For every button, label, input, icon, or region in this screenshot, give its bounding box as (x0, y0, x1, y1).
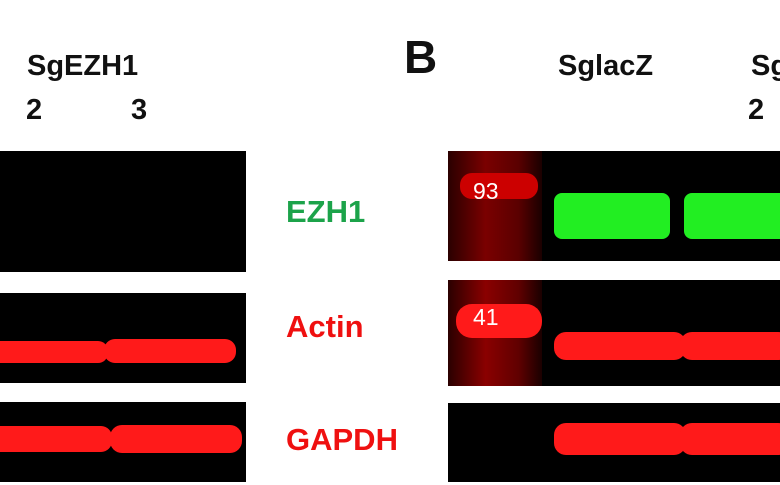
actin-band (104, 339, 236, 363)
panel-b-ezh1-blot: 93 (448, 151, 780, 261)
panel-a-lane-label: 3 (131, 94, 148, 126)
panel-a-lane-label: 2 (26, 94, 43, 126)
marker-weight-label: 93 (473, 178, 499, 204)
gapdh-band (0, 426, 112, 452)
ezh1-label: EZH1 (286, 194, 366, 229)
marker-lane (448, 151, 542, 261)
panel-b-group-label: Sg (751, 50, 780, 82)
panel-b-lane-label: 2 (748, 94, 765, 126)
panel-b-gapdh-blot (448, 403, 780, 482)
gapdh-band (110, 425, 242, 453)
panel-a-group-label: SgEZH1 (27, 50, 139, 82)
panel-a-gapdh-blot (0, 402, 246, 482)
ezh1-band (554, 193, 670, 239)
marker-weight-label: 41 (473, 304, 499, 330)
actin-label: Actin (286, 309, 364, 344)
gapdh-band (680, 423, 780, 455)
marker-band (456, 304, 542, 338)
actin-band (0, 341, 108, 363)
panel-b-letter: B (404, 31, 438, 83)
actin-band (554, 332, 686, 360)
marker-band (460, 173, 538, 199)
actin-band (680, 332, 780, 360)
panel-a-ezh1-blot (0, 151, 246, 272)
gapdh-band (554, 423, 686, 455)
panel-b-actin-blot: 41 (448, 280, 780, 386)
panel-b-group-label: SglacZ (558, 50, 654, 82)
gapdh-label: GAPDH (286, 422, 398, 457)
ezh1-band (684, 193, 780, 239)
panel-a-actin-blot (0, 293, 246, 383)
